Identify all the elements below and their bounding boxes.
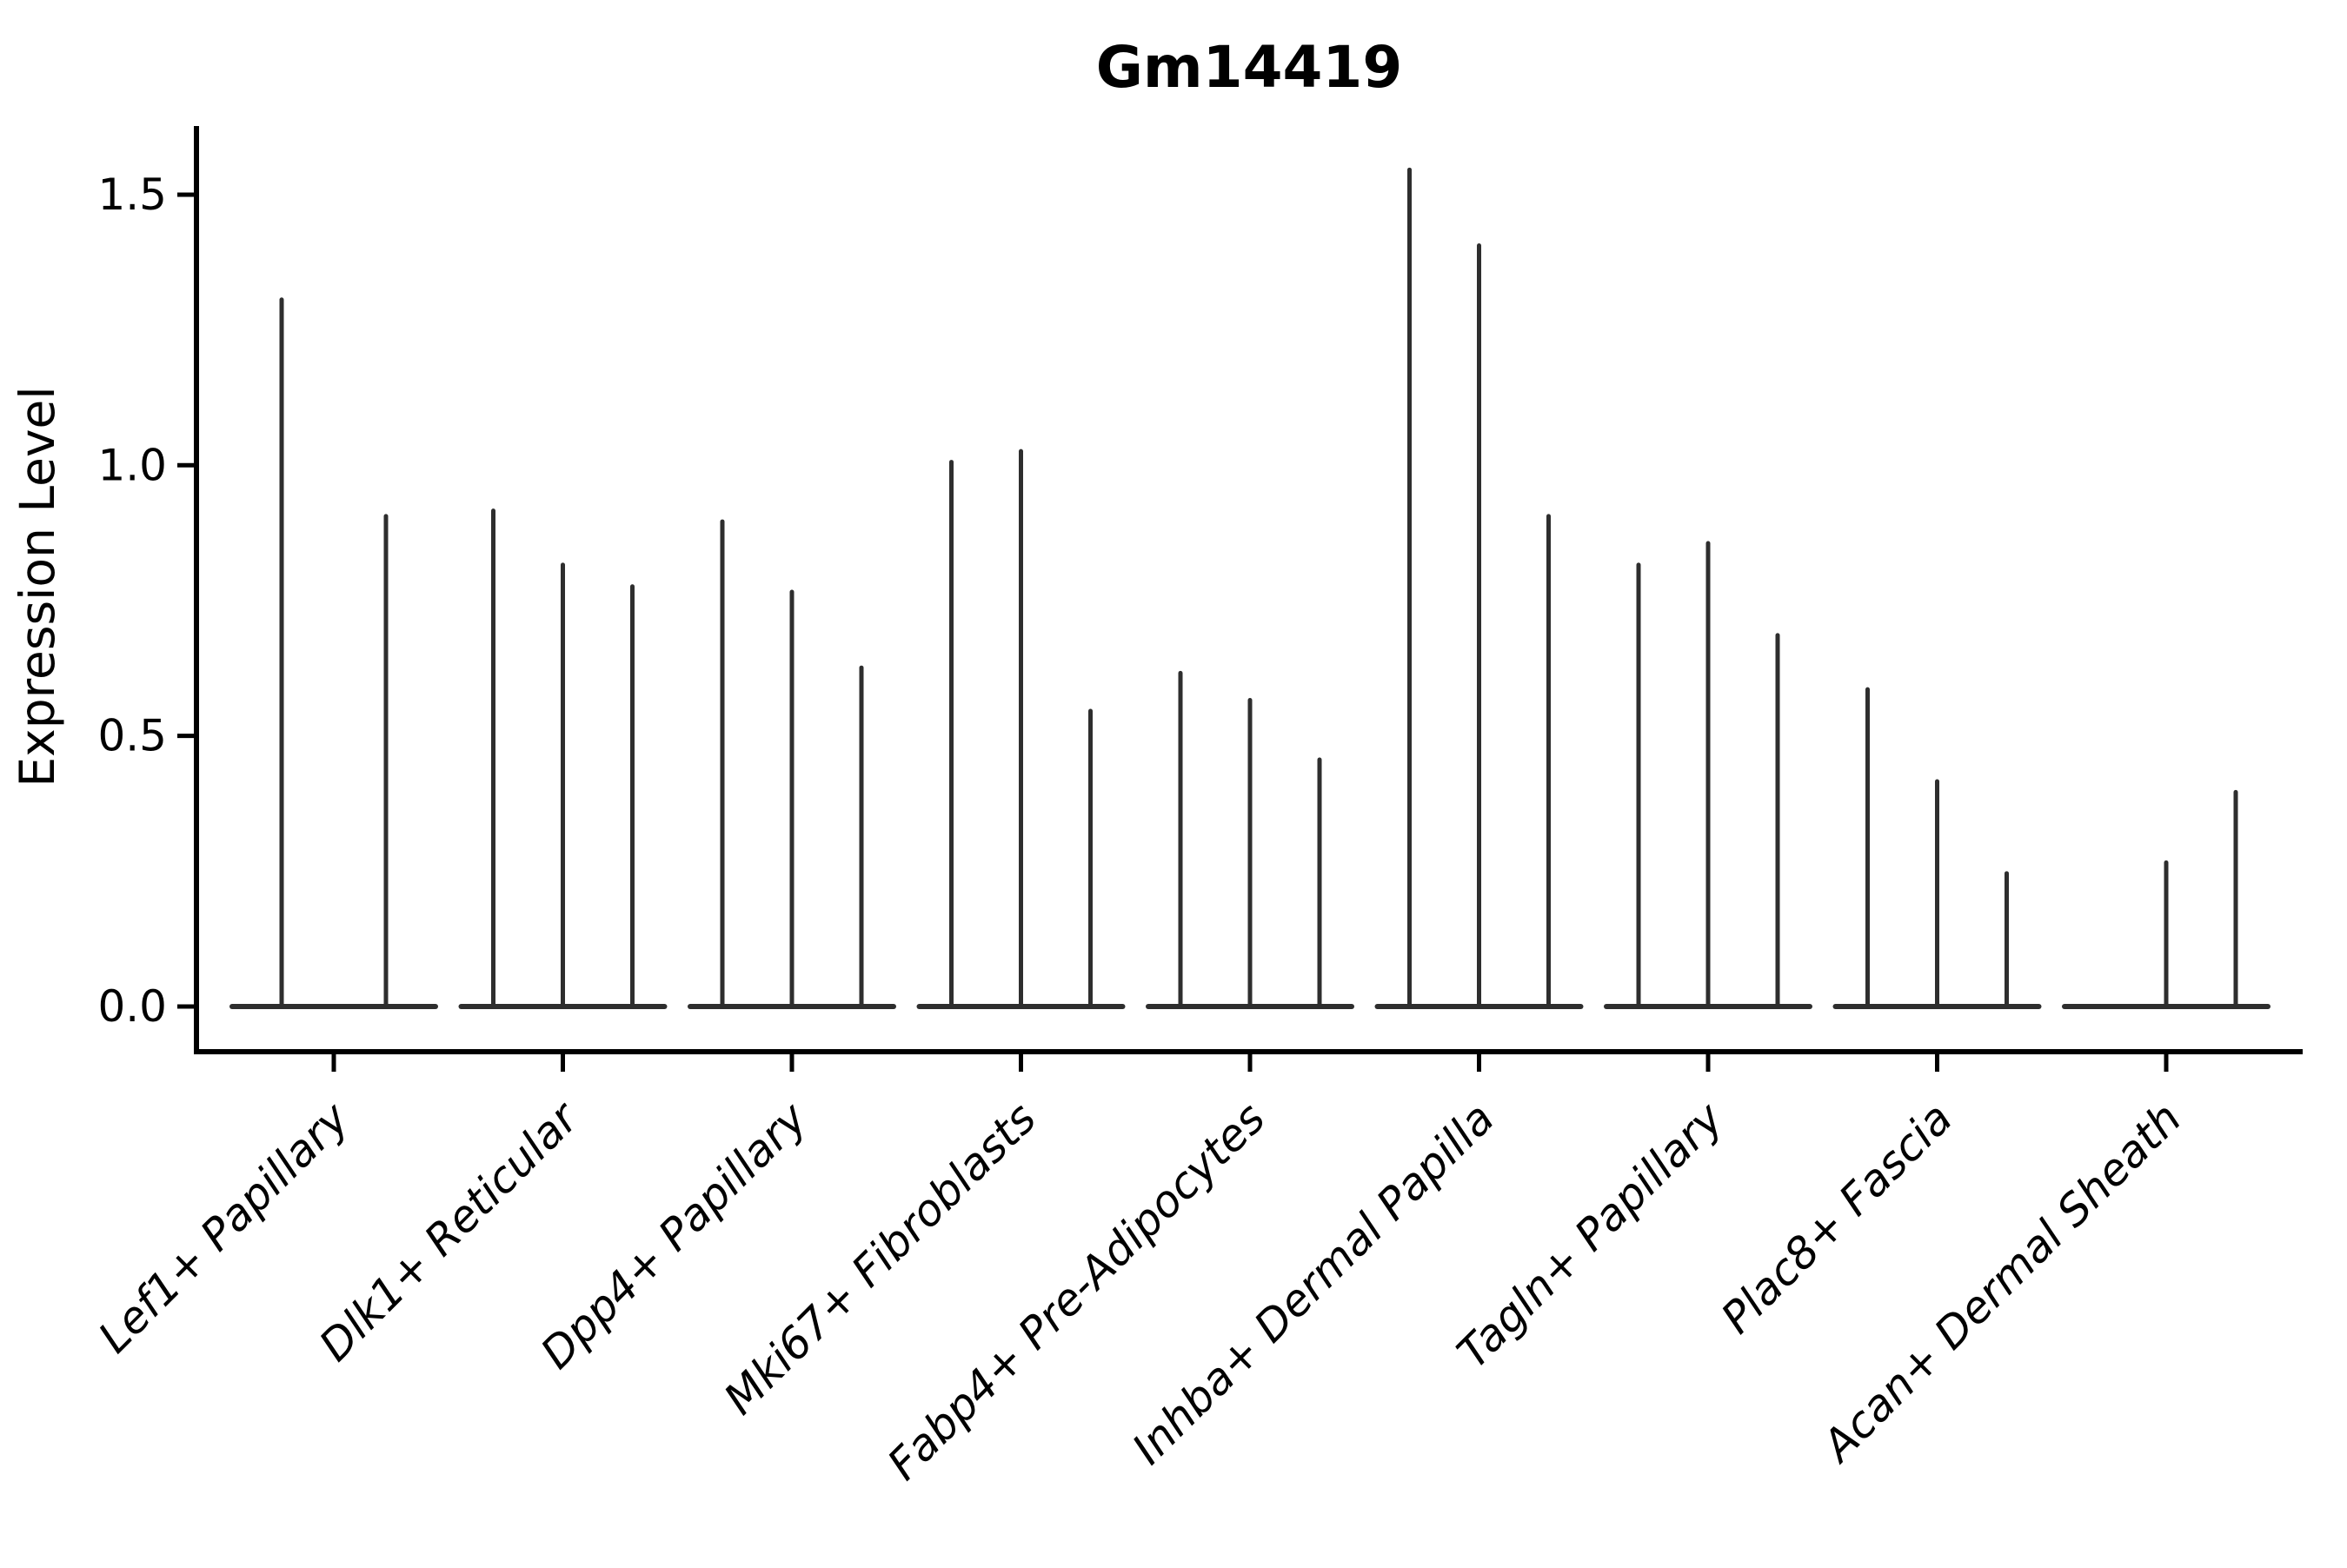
violin-spike <box>1775 633 1780 1008</box>
violin-spike <box>1546 514 1551 1008</box>
violin-spike <box>1705 541 1711 1008</box>
violin-spike <box>1088 708 1093 1008</box>
y-axis-ticks: 0.0 0.5 1.0 1.5 <box>97 169 196 1032</box>
violin-spike <box>383 514 389 1008</box>
violin-spike <box>491 508 495 1008</box>
violin-spike <box>1407 167 1412 1008</box>
violin-base <box>229 1004 438 1009</box>
violin-group <box>916 448 1126 1009</box>
x-tick-label: Fabp4+ Pre-Adipocytes <box>878 1093 1275 1490</box>
y-axis-label: Expression Level <box>10 386 65 787</box>
violin-group <box>2062 789 2271 1009</box>
y-tick-label: 1.5 <box>97 169 167 220</box>
violin-spike <box>1317 757 1322 1008</box>
x-tick-label: Plac8+ Fascia <box>1712 1093 1962 1343</box>
violin-spike <box>2005 871 2009 1008</box>
violin-spike <box>2164 860 2169 1008</box>
violin-spike <box>1477 243 1481 1008</box>
violin-spike <box>561 562 565 1008</box>
y-tick-label: 0.0 <box>97 981 167 1032</box>
violin-spike <box>1019 448 1023 1008</box>
violin-group <box>1374 167 1584 1009</box>
violin-spike <box>789 589 795 1008</box>
violin-group <box>1832 687 2042 1009</box>
violin-spike <box>2233 789 2238 1008</box>
violin-spike <box>720 519 725 1008</box>
violin-spike <box>859 665 864 1008</box>
violin-spike <box>630 584 635 1008</box>
violin-spike <box>279 297 284 1008</box>
violin-group <box>688 519 896 1009</box>
violin-spike <box>949 460 954 1008</box>
violin-spike <box>1865 687 1870 1008</box>
violin-group <box>458 508 668 1009</box>
violin-spike <box>1247 698 1253 1008</box>
violin-spike <box>1935 779 1939 1008</box>
violins-layer <box>229 167 2271 1009</box>
violin-spike <box>1178 670 1183 1008</box>
violin-group <box>1146 670 1354 1009</box>
y-tick-label: 0.5 <box>97 711 167 761</box>
violin-spike <box>1636 562 1641 1008</box>
violin-group <box>229 297 438 1009</box>
y-tick-label: 1.0 <box>97 440 167 490</box>
x-tick-label: Lef1+ Papillary <box>89 1092 359 1362</box>
chart-title: Gm14419 <box>1096 34 1403 101</box>
violin-group <box>1604 541 1812 1009</box>
x-tick-label: Inhba+ Dermal Papilla <box>1123 1093 1504 1473</box>
